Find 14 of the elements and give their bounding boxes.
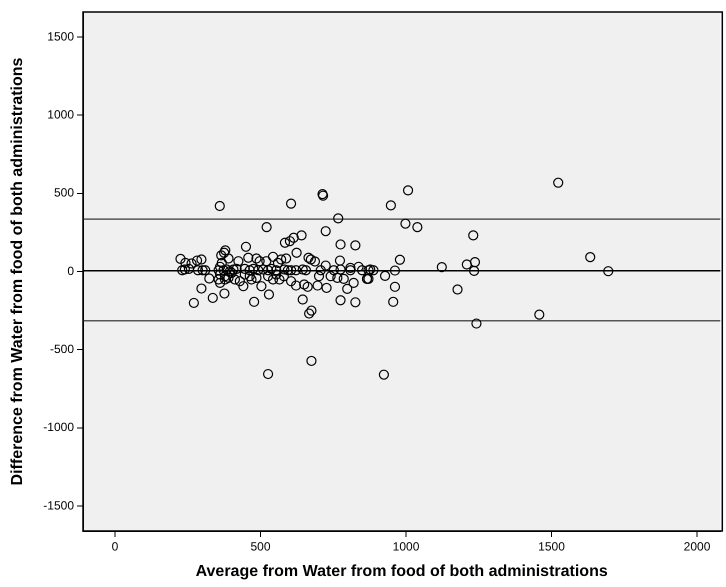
y-tick-label: 500 [54, 186, 74, 200]
x-tick-label: 1500 [538, 540, 566, 554]
y-axis-title: Difference from Water from food of both administrations [9, 57, 26, 486]
y-tick-label: 1500 [47, 29, 74, 44]
y-tick-label: 0 [67, 264, 74, 278]
x-tick-label: 1000 [392, 540, 420, 554]
x-axis-title: Average from Water from food of both administrations [196, 562, 608, 580]
y-tick-label: 1000 [47, 107, 74, 122]
y-tick-label: -500 [50, 342, 74, 356]
y-tick-label: -1000 [43, 420, 74, 434]
x-tick-label: 2000 [684, 540, 711, 554]
x-tick-label: 500 [250, 540, 271, 554]
y-tick-label: -1500 [43, 498, 74, 512]
x-tick-label: 0 [112, 540, 119, 554]
